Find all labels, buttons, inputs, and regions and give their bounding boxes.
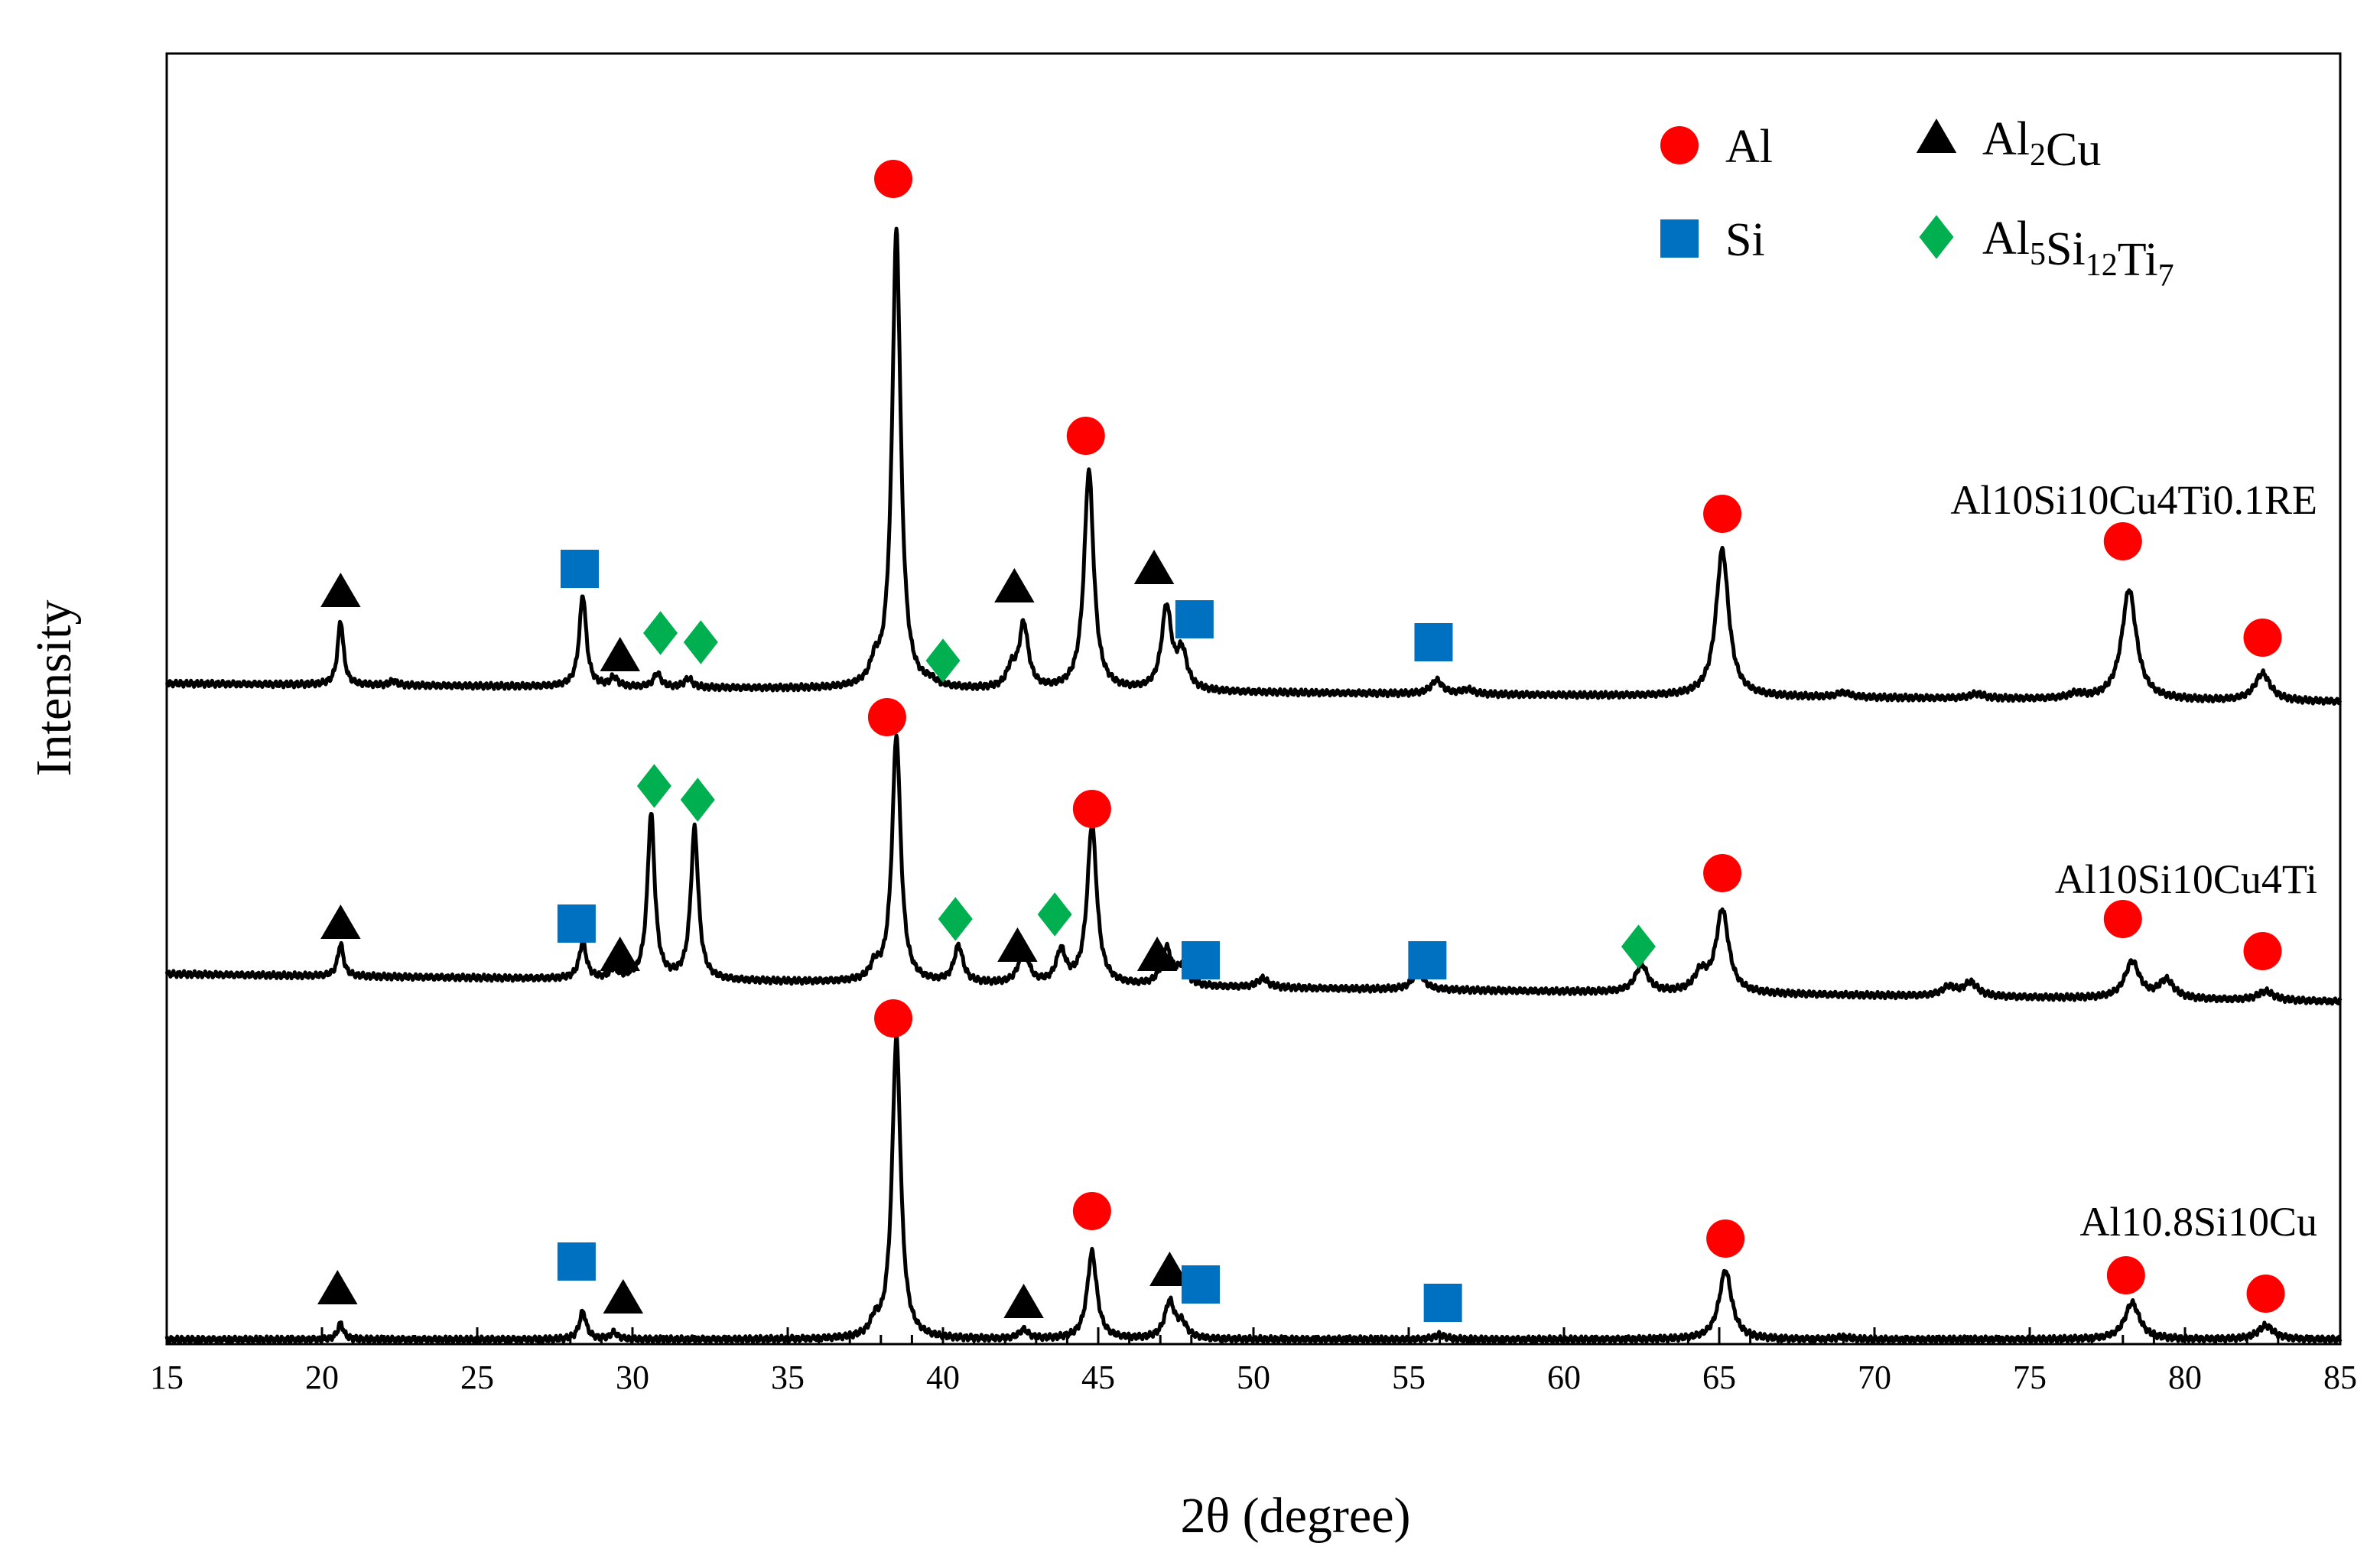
phase-marker-al	[2246, 1275, 2285, 1313]
phase-marker-si	[1181, 1265, 1220, 1304]
phase-marker-si	[1181, 941, 1220, 979]
series-labels: Al10Si10Cu4Ti0.1RE Al10Si10Cu4Ti Al10.8Si1…	[1950, 477, 2317, 1245]
legend-item: Al5Si12Ti7	[1919, 213, 2174, 294]
x-tick-label: 50	[1237, 1359, 1270, 1396]
phase-marker-al	[2103, 900, 2142, 938]
x-tick-label: 75	[2013, 1359, 2047, 1396]
circle-icon	[1660, 126, 1699, 164]
legend-item: Al2Cu	[1916, 113, 2101, 176]
phase-marker-al	[1703, 495, 1742, 533]
phase-marker-al5si12ti7	[680, 778, 715, 822]
legend-label: Al5Si12Ti7	[1982, 213, 2174, 294]
series-label: Al10.8Si10Cu	[2079, 1199, 2317, 1245]
x-tick-label: 40	[926, 1359, 960, 1396]
phase-marker-al2cu	[1149, 1252, 1190, 1286]
triangle-icon	[1916, 119, 1957, 153]
phase-marker-al	[1706, 1219, 1745, 1258]
x-tick-label: 60	[1547, 1359, 1581, 1396]
phase-marker-al2cu	[320, 573, 361, 607]
phase-marker-al5si12ti7	[643, 611, 678, 655]
phase-marker-al2cu	[1003, 1284, 1044, 1318]
series-line	[164, 1031, 2343, 1345]
phase-marker-si	[1175, 600, 1214, 638]
phase-marker-al	[874, 160, 913, 198]
phase-marker-al2cu	[600, 637, 641, 671]
phase-markers	[317, 160, 2285, 1322]
phase-marker-al	[2243, 932, 2282, 970]
phase-marker-al2cu	[600, 937, 641, 971]
phase-marker-si	[1414, 623, 1453, 661]
x-tick-label: 70	[1858, 1359, 1891, 1396]
x-tick-label: 65	[1702, 1359, 1736, 1396]
series-label: Al10Si10Cu4Ti	[2055, 856, 2317, 902]
x-tick-label: 30	[616, 1359, 649, 1396]
x-tick-label: 55	[1392, 1359, 1426, 1396]
diamond-icon	[1919, 215, 1954, 259]
phase-marker-al	[1072, 1192, 1111, 1230]
phase-marker-al	[867, 698, 906, 736]
phase-marker-al5si12ti7	[1037, 892, 1072, 937]
phase-marker-si	[557, 904, 596, 943]
phase-marker-al	[2243, 619, 2282, 657]
phase-marker-si	[1423, 1284, 1462, 1322]
phase-marker-al2cu	[997, 927, 1038, 962]
y-axis-title: Intensity	[26, 600, 82, 777]
legend-label: Al2Cu	[1982, 113, 2101, 176]
phase-marker-al2cu	[603, 1279, 644, 1314]
series-label: Al10Si10Cu4Ti0.1RE	[1950, 477, 2317, 523]
phase-marker-si	[1408, 941, 1447, 979]
phase-marker-al2cu	[320, 904, 361, 939]
square-icon	[1660, 219, 1699, 258]
phase-marker-al5si12ti7	[938, 897, 973, 941]
x-tick-label: 35	[771, 1359, 805, 1396]
x-axis-title: 2θ (degree)	[1181, 1488, 1411, 1544]
legend-item: Si	[1660, 214, 1765, 266]
x-tick-label: 20	[305, 1359, 339, 1396]
x-tick-label: 25	[460, 1359, 494, 1396]
phase-marker-al2cu	[994, 568, 1035, 602]
x-tick-label: 15	[150, 1359, 184, 1396]
phase-marker-si	[560, 550, 599, 588]
phase-marker-al	[2103, 522, 2142, 560]
series-traces	[164, 226, 2343, 1345]
phase-marker-si	[557, 1242, 596, 1281]
phase-marker-al	[1066, 417, 1105, 455]
series-line	[164, 226, 2343, 706]
phase-marker-al5si12ti7	[1621, 924, 1656, 969]
phase-marker-al	[2106, 1256, 2145, 1294]
phase-marker-al2cu	[1133, 550, 1175, 584]
phase-marker-al	[1072, 790, 1111, 828]
x-tick-label: 85	[2323, 1359, 2357, 1396]
series-line	[164, 733, 2343, 1006]
phase-marker-al2cu	[1136, 937, 1178, 971]
x-tick-label: 45	[1081, 1359, 1115, 1396]
phase-marker-al	[1703, 854, 1742, 892]
phase-marker-al5si12ti7	[683, 620, 718, 664]
legend-item: Al	[1660, 121, 1773, 173]
phase-marker-al	[874, 999, 913, 1038]
legend: Al Al2Cu Si Al5Si12Ti7	[1660, 113, 2174, 294]
phase-marker-al2cu	[317, 1270, 358, 1304]
legend-label: Si	[1725, 214, 1765, 266]
x-tick-label: 80	[2168, 1359, 2202, 1396]
phase-marker-al5si12ti7	[925, 638, 961, 683]
phase-marker-al5si12ti7	[636, 764, 671, 808]
legend-label: Al	[1725, 121, 1773, 173]
